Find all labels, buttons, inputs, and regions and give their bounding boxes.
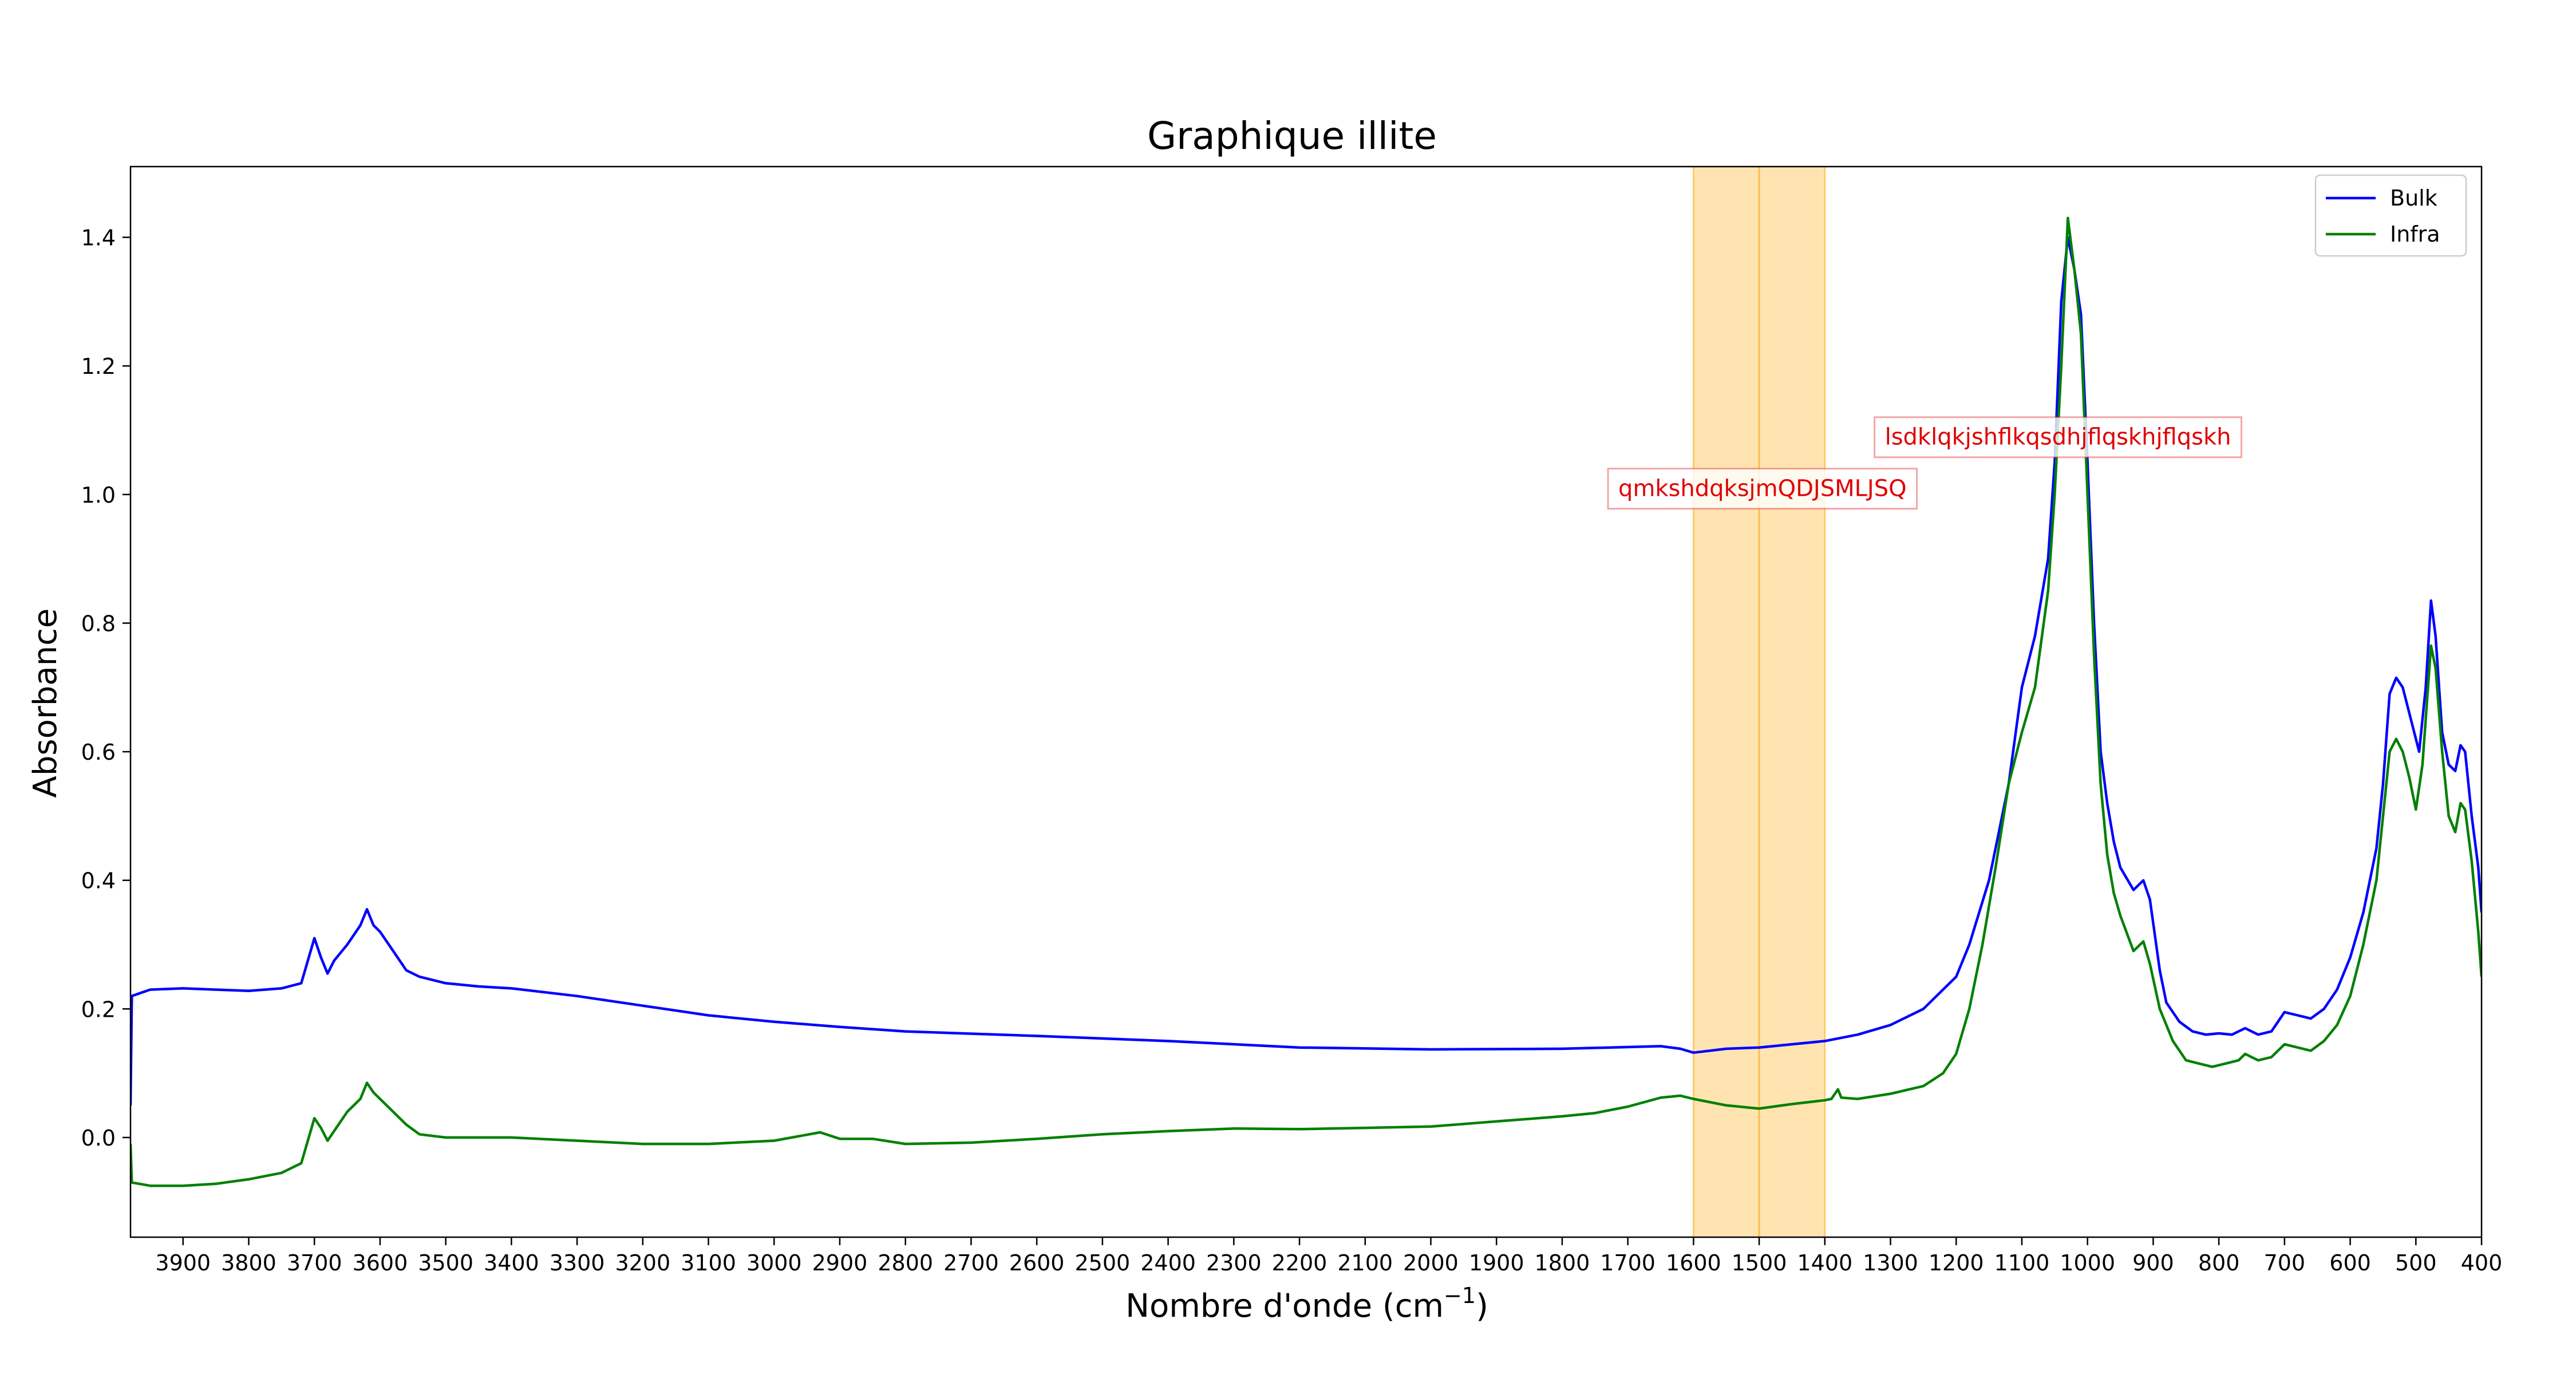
y-axis-label: Absorbance [27, 609, 64, 798]
x-tick-label: 1600 [1666, 1250, 1721, 1276]
x-tick-label: 3800 [221, 1250, 276, 1276]
legend-label-bulk: Bulk [2390, 185, 2437, 211]
x-axis-label: Nombre d'onde (cm−1) [1125, 1283, 1488, 1325]
x-tick-label: 2300 [1206, 1250, 1262, 1276]
x-tick-label: 3100 [681, 1250, 736, 1276]
x-tick-label: 1300 [1863, 1250, 1918, 1276]
y-tick-label: 0.2 [81, 997, 116, 1022]
annotation-box [1607, 468, 1918, 510]
x-tick-label: 3300 [550, 1250, 605, 1276]
annotation-layer: lsdklqkjshflkqsdhjflqskhjflqskh qmkshdqks… [1607, 416, 2243, 510]
x-axis: 3900 3800 3700 3600 3500 3400 3300 3200 3100 3000… [155, 1237, 2502, 1276]
y-tick-label: 1.0 [81, 483, 116, 508]
plot-frame [129, 165, 2483, 1238]
x-tick-label: 400 [2461, 1250, 2503, 1276]
series-layer [131, 216, 2482, 1187]
x-tick-label: 600 [2329, 1250, 2371, 1276]
x-tick-label: 1800 [1535, 1250, 1590, 1276]
x-axis-label-superscript: −1 [1444, 1283, 1476, 1308]
x-tick-label: 3600 [353, 1250, 408, 1276]
annotation-box [1874, 416, 2243, 459]
y-tick-label: 0.4 [81, 868, 116, 894]
x-tick-label: 3700 [287, 1250, 342, 1276]
annotation-text: lsdklqkjshflkqsdhjflqskhjflqskh [1885, 424, 2231, 451]
legend-frame [2314, 174, 2467, 257]
x-tick-label: 2100 [1337, 1250, 1393, 1276]
x-axis-label-main: Nombre d'onde (cm [1125, 1288, 1444, 1325]
x-axis-label-close: ) [1476, 1288, 1488, 1325]
series-line-bulk [131, 236, 2482, 1105]
x-tick-label: 2500 [1075, 1250, 1131, 1276]
legend: Bulk Infra [2314, 174, 2467, 257]
y-tick-label: 0.8 [81, 611, 116, 636]
y-axis: 0.0 0.2 0.4 0.6 0.8 1.0 1.2 1.4 [81, 226, 131, 1151]
y-tick-label: 0.0 [81, 1126, 116, 1151]
x-tick-label: 500 [2395, 1250, 2437, 1276]
x-tick-label: 2800 [878, 1250, 933, 1276]
x-tick-label: 2700 [943, 1250, 999, 1276]
x-tick-label: 700 [2264, 1250, 2306, 1276]
x-tick-label: 3400 [484, 1250, 539, 1276]
x-tick-label: 2000 [1403, 1250, 1459, 1276]
x-tick-label: 1000 [2060, 1250, 2115, 1276]
x-tick-label: 800 [2198, 1250, 2240, 1276]
x-tick-label: 1500 [1732, 1250, 1787, 1276]
x-tick-label: 1700 [1600, 1250, 1656, 1276]
x-tick-label: 2600 [1009, 1250, 1065, 1276]
annotation: lsdklqkjshflkqsdhjflqskhjflqskh [1874, 416, 2243, 459]
x-tick-label: 1100 [1994, 1250, 2050, 1276]
y-tick-label: 1.4 [81, 226, 116, 251]
x-tick-label: 2200 [1272, 1250, 1327, 1276]
x-tick-label: 3000 [746, 1250, 802, 1276]
y-tick-label: 1.2 [81, 354, 116, 379]
x-tick-label: 1900 [1469, 1250, 1524, 1276]
series-line-infra [131, 216, 2482, 1187]
annotation: qmkshdqksjmQDJSMLJSQ [1607, 468, 1918, 510]
y-tick-label: 0.6 [81, 740, 116, 765]
highlight-band-group [1692, 167, 1826, 1237]
x-tick-label: 1400 [1797, 1250, 1852, 1276]
x-tick-label: 3200 [615, 1250, 670, 1276]
x-tick-label: 3900 [155, 1250, 211, 1276]
legend-label-infra: Infra [2390, 222, 2440, 247]
x-tick-label: 3500 [418, 1250, 473, 1276]
x-tick-label: 2900 [812, 1250, 868, 1276]
annotation-text: qmkshdqksjmQDJSMLJSQ [1618, 476, 1907, 502]
chart-title: Graphique illite [1147, 114, 1437, 158]
x-tick-label: 2400 [1140, 1250, 1196, 1276]
x-tick-label: 900 [2132, 1250, 2174, 1276]
x-tick-label: 1200 [1929, 1250, 1984, 1276]
